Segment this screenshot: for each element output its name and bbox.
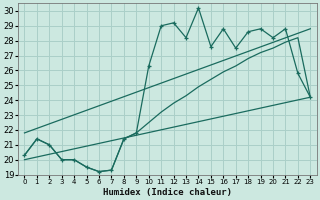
- X-axis label: Humidex (Indice chaleur): Humidex (Indice chaleur): [103, 188, 232, 197]
